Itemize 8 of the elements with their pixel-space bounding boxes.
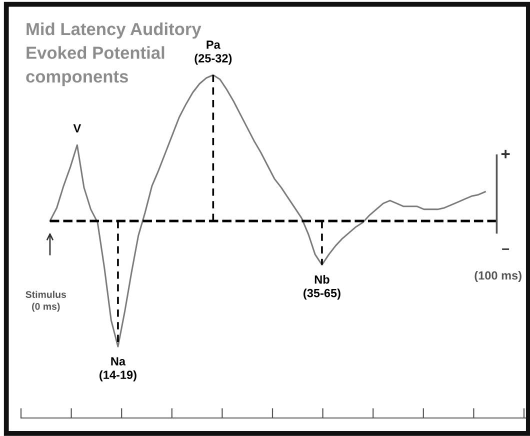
annotation: Stimulus (0 ms) (26, 290, 66, 312)
annotation: (100 ms) (474, 270, 522, 282)
text: − (502, 248, 510, 250)
annotation: V (73, 124, 82, 132)
annotation: Na (14-19) (100, 357, 136, 382)
annotation: Nb (35-65) (304, 275, 340, 300)
text: + (501, 150, 510, 158)
annotation: Pa (25-32) (194, 40, 232, 65)
